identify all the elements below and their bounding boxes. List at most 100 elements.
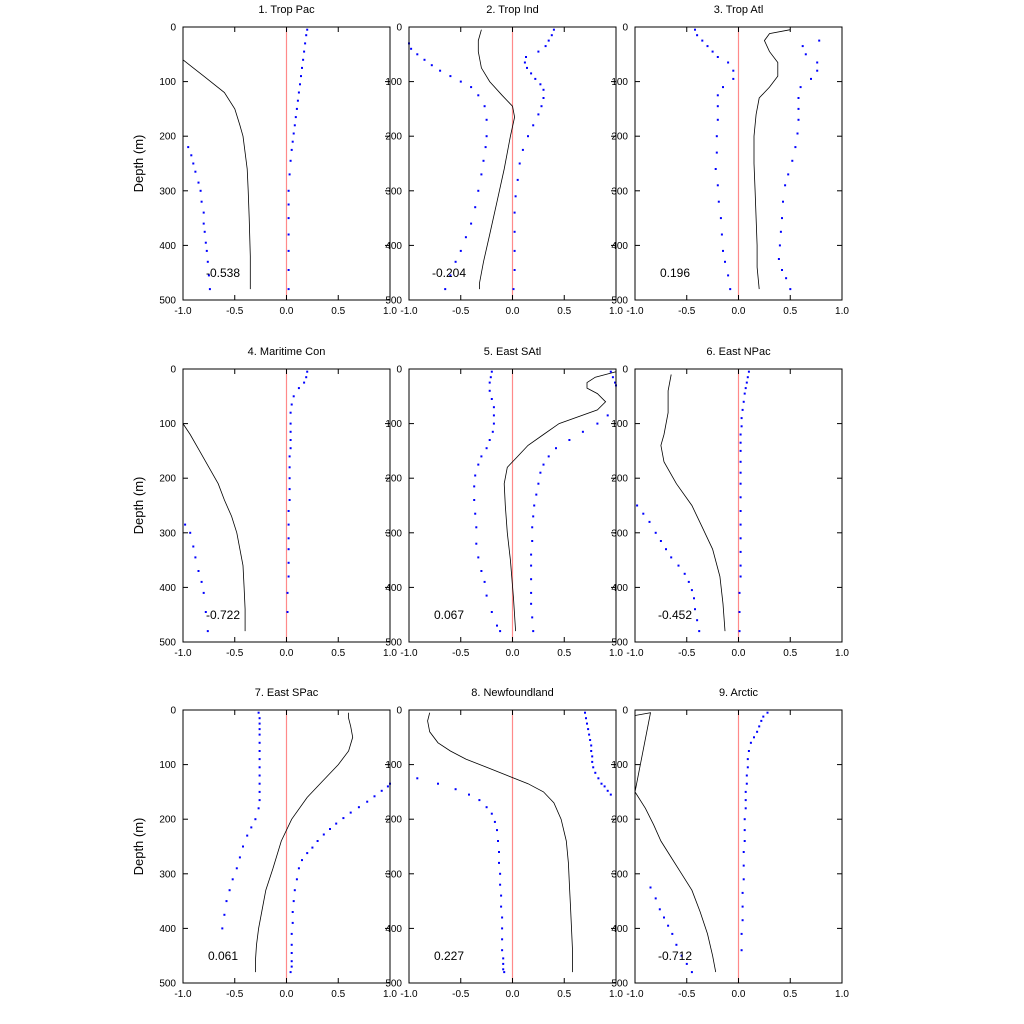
x-tick-label: 1.0 <box>609 989 623 1000</box>
series-dot <box>498 861 500 864</box>
series-dot <box>489 376 492 379</box>
series-dot <box>739 496 742 499</box>
series-dot <box>297 91 300 94</box>
series-dot <box>680 954 683 957</box>
series-dot <box>714 168 717 170</box>
panel-title: 3. Trop Atl <box>714 4 764 16</box>
series-dot <box>568 439 571 441</box>
series-dot <box>701 39 704 42</box>
series-dot <box>539 471 542 474</box>
series-dot <box>588 733 591 736</box>
y-tick-label: 300 <box>385 528 402 539</box>
y-tick-label: 300 <box>385 186 402 197</box>
series-dot <box>741 408 744 411</box>
series-dot <box>785 277 788 280</box>
series-dot <box>480 455 483 458</box>
series-dot <box>722 249 724 252</box>
series-line <box>660 374 726 632</box>
x-tick-label: -0.5 <box>226 989 244 1000</box>
series-dot <box>542 463 545 466</box>
x-tick-label: 1.0 <box>383 648 397 659</box>
y-tick-label: 100 <box>385 77 402 88</box>
series-dot <box>322 833 325 836</box>
series-dot <box>202 591 205 594</box>
series-dot <box>587 728 590 731</box>
series-dot <box>301 66 303 69</box>
series-dot <box>667 924 670 927</box>
series-dot <box>449 274 452 277</box>
series-dot <box>530 553 533 556</box>
y-tick-label: 100 <box>159 419 176 430</box>
series-dot <box>810 77 812 80</box>
series-dot <box>258 733 261 736</box>
series-dot <box>289 971 292 974</box>
series-dot <box>513 230 516 233</box>
x-tick-label: -0.5 <box>678 306 696 317</box>
series-dot <box>207 274 210 277</box>
series-dot <box>410 47 413 50</box>
series-dot <box>739 460 742 463</box>
correlation-value: -0.712 <box>658 949 692 963</box>
series-dot <box>732 77 735 80</box>
series-dot <box>642 512 645 515</box>
series-dot <box>670 556 673 559</box>
series-dot <box>648 520 651 523</box>
series-dot <box>739 537 742 540</box>
y-tick-label: 400 <box>159 241 176 252</box>
series-dot <box>200 200 203 203</box>
series-dot <box>696 619 699 622</box>
y-tick-label: 200 <box>611 132 628 143</box>
y-tick-label: 100 <box>611 77 628 88</box>
series-dot <box>287 561 290 564</box>
y-tick-label: 500 <box>611 979 628 990</box>
y-tick-label: 500 <box>159 979 176 990</box>
series-dot <box>532 515 535 518</box>
series-dot <box>288 499 291 501</box>
series-dot <box>194 170 197 173</box>
series-dot <box>503 971 506 974</box>
series-dot <box>291 140 294 143</box>
series-dot <box>539 83 542 86</box>
panel-title: 8. Newfoundland <box>471 687 554 699</box>
series-dot <box>475 526 478 529</box>
series-dot <box>187 146 190 149</box>
series-dot <box>746 758 749 761</box>
series-dot <box>609 793 612 796</box>
x-tick-label: -1.0 <box>174 989 192 1000</box>
series-dot <box>738 591 741 594</box>
series-dot <box>296 99 299 102</box>
x-tick-label: -1.0 <box>626 989 644 1000</box>
series-dot <box>200 580 203 583</box>
series-dot <box>287 249 290 252</box>
series-dot <box>502 968 505 971</box>
x-tick-label: -1.0 <box>626 648 644 659</box>
x-tick-label: 0.5 <box>331 648 345 659</box>
series-dot <box>787 173 790 176</box>
series-dot <box>291 911 294 913</box>
series-line <box>427 712 573 973</box>
series-dot <box>477 463 480 466</box>
series-dot <box>499 630 502 633</box>
y-tick-label: 300 <box>159 869 176 880</box>
y-tick-label: 200 <box>159 474 176 485</box>
series-dot <box>690 971 693 974</box>
y-tick-label: 0 <box>396 706 402 717</box>
series-dot <box>523 61 526 64</box>
series-dot <box>491 430 494 433</box>
series-dot <box>665 548 667 551</box>
series-dot <box>547 39 550 42</box>
series-dot <box>742 864 745 867</box>
series-dot <box>459 80 462 83</box>
x-tick-label: 0.5 <box>783 989 797 1000</box>
series-dot <box>531 526 534 529</box>
series-dot <box>474 206 477 209</box>
series-dot <box>530 602 533 605</box>
series-dot <box>724 260 726 263</box>
series-dot <box>671 932 674 935</box>
series-dot <box>416 53 419 56</box>
series-dot <box>292 900 295 903</box>
y-tick-label: 400 <box>159 583 176 594</box>
x-tick-label: 1.0 <box>835 989 849 1000</box>
series-dot <box>743 392 746 395</box>
series-dot <box>797 107 800 110</box>
